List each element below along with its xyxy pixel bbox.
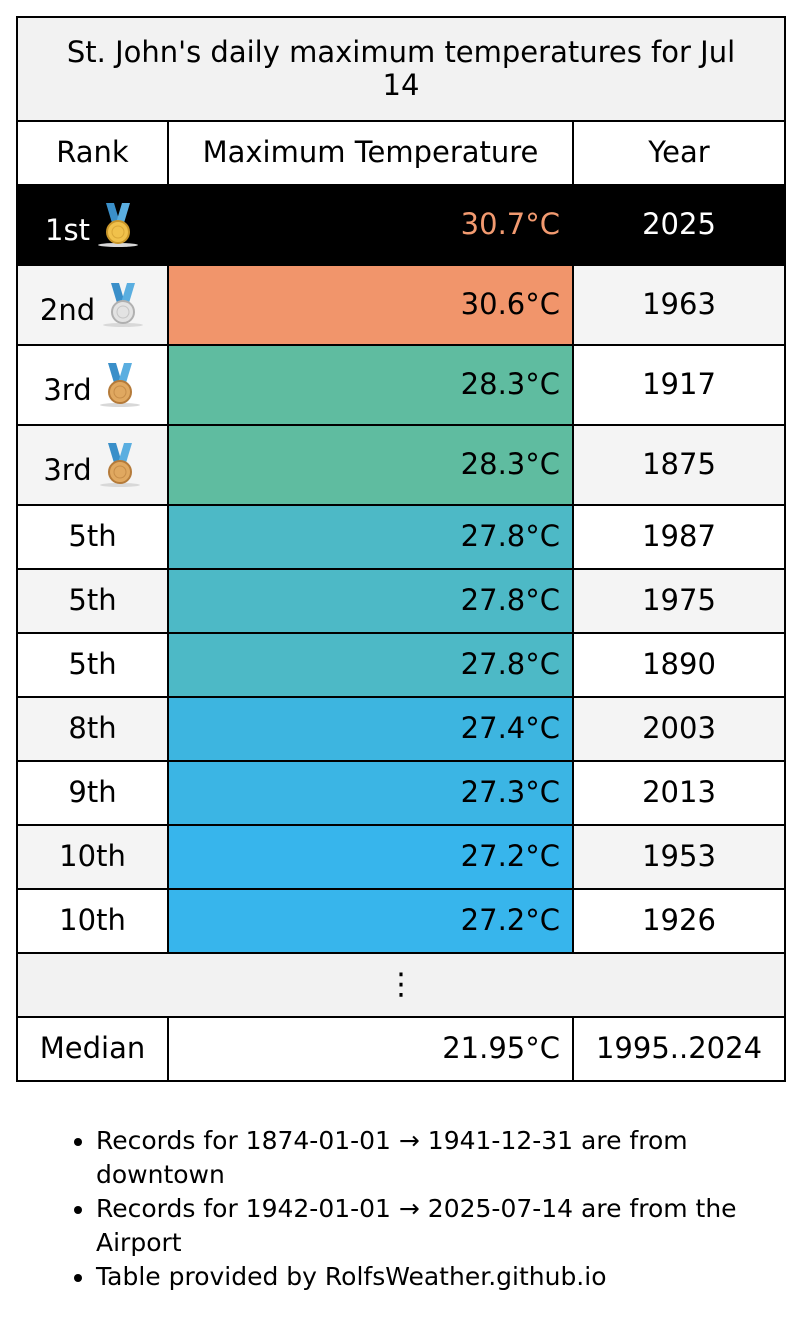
bronze-medal-icon [98,361,142,409]
temperature-cell: 28.3°C [167,344,574,426]
year-cell: 1875 [571,424,787,506]
median-temp: 21.95°C [167,1016,574,1082]
table-row: 1st 30.7°C 2025 [16,184,787,266]
table-row: 5th 27.8°C 1987 [16,504,787,570]
median-label: Median [16,1016,169,1082]
rank-cell: 2nd [16,264,169,346]
rank-label: 3rd [43,452,92,487]
rank-cell: 5th [16,504,169,570]
rank-cell: 5th [16,568,169,634]
year-cell: 1917 [571,344,787,426]
temperature-cell: 27.4°C [167,696,574,762]
temperature-cell: 30.7°C [167,184,574,266]
note-item: Records for 1874-01-01 → 1941-12-31 are … [96,1124,800,1192]
table-row: 10th 27.2°C 1953 [16,824,787,890]
gold-medal-icon [96,201,140,249]
temperature-cell: 27.2°C [167,824,574,890]
year-cell: 1963 [571,264,787,346]
rank-cell: 8th [16,696,169,762]
silver-medal-icon [101,281,145,329]
column-header-rank: Rank [16,120,169,186]
temperature-cell: 30.6°C [167,264,574,346]
temperature-cell: 27.3°C [167,760,574,826]
table-row: 3rd 28.3°C 1875 [16,424,787,506]
rank-cell: 3rd [16,344,169,426]
year-cell: 1975 [571,568,787,634]
note-item: Table provided by RolfsWeather.github.io [96,1260,800,1294]
table-row: 5th 27.8°C 1890 [16,632,787,698]
bronze-medal-icon [98,441,142,489]
column-header-max-temp: Maximum Temperature [167,120,574,186]
median-years: 1995..2024 [571,1016,787,1082]
rank-label: 3rd [43,372,92,407]
year-cell: 1926 [571,888,787,954]
table-row: 2nd 30.6°C 1963 [16,264,787,346]
temperature-cell: 27.8°C [167,568,574,634]
year-cell: 2013 [571,760,787,826]
temperature-cell: 27.2°C [167,888,574,954]
table-row: 3rd 28.3°C 1917 [16,344,787,426]
rank-cell: 3rd [16,424,169,506]
table-row: 5th 27.8°C 1975 [16,568,787,634]
temperature-cell: 27.8°C [167,632,574,698]
year-cell: 2025 [571,184,787,266]
temperature-cell: 27.8°C [167,504,574,570]
table-row: 10th 27.2°C 1926 [16,888,787,954]
ellipsis-row: ⋮ [15,952,787,1018]
note-item: Records for 1942-01-01 → 2025-07-14 are … [96,1192,800,1260]
notes-list: Records for 1874-01-01 → 1941-12-31 are … [48,1124,800,1294]
temperature-cell: 28.3°C [167,424,574,506]
year-cell: 1890 [571,632,787,698]
table-body: 1st 30.7°C 2025 2nd 30.6°C 1963 3rd 28.3°C 1917 3… [16,184,787,954]
rank-cell: 9th [16,760,169,826]
rank-label: 2nd [39,292,96,327]
table-row: 9th 27.3°C 2013 [16,760,787,826]
year-cell: 2003 [571,696,787,762]
rank-cell: 10th [16,824,169,890]
rank-cell: 10th [16,888,169,954]
records-table: St. John's daily maximum temperatures fo… [15,16,787,1082]
table-title: St. John's daily maximum temperatures fo… [15,16,787,122]
column-header-year: Year [571,120,787,186]
year-cell: 1953 [571,824,787,890]
year-cell: 1987 [571,504,787,570]
table-row: 8th 27.4°C 2003 [16,696,787,762]
rank-cell: 5th [16,632,169,698]
rank-label: 1st [45,212,90,247]
rank-cell: 1st [16,184,169,266]
